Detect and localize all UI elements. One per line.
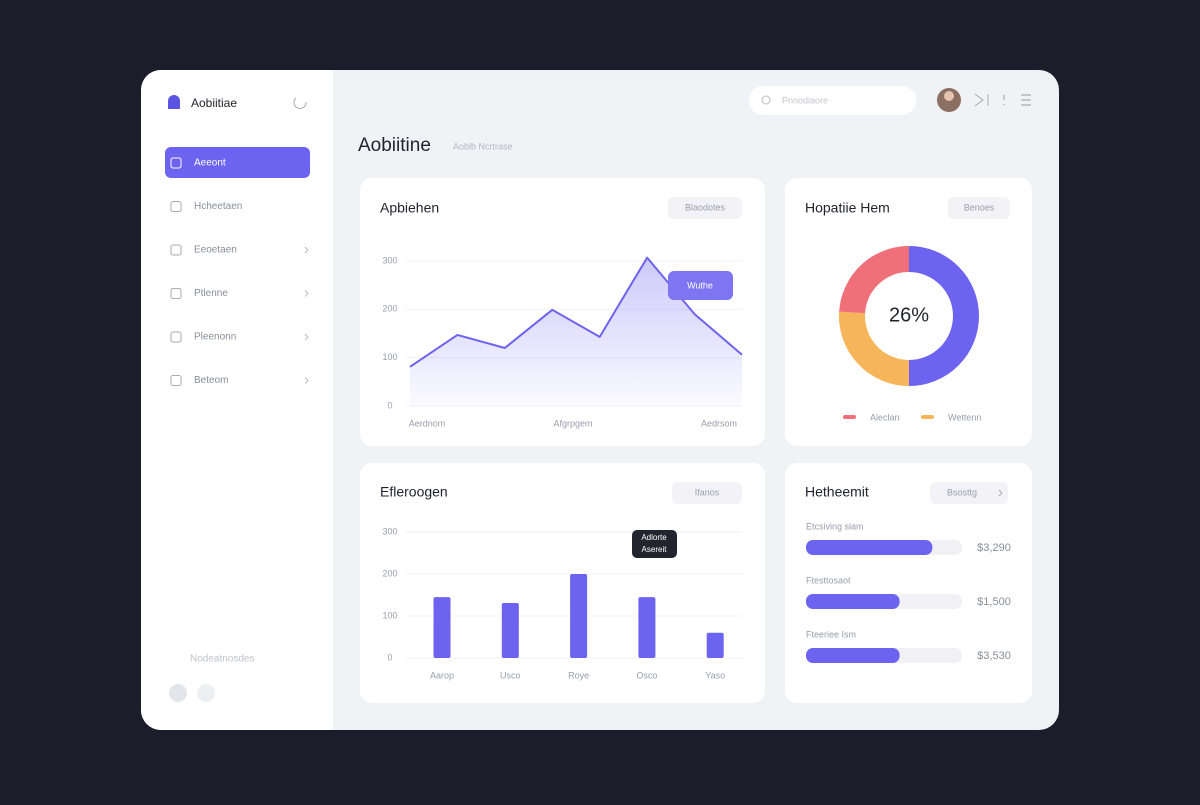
toggle[interactable]	[169, 684, 187, 702]
nav-label[interactable]: Beteom	[194, 375, 228, 386]
nav-icon[interactable]	[170, 244, 182, 256]
y-tick-label: 100	[382, 610, 397, 620]
row-amount: $3,530	[977, 650, 1011, 662]
row-label: Ftesttosaot	[806, 575, 851, 585]
tooltip	[632, 530, 677, 558]
legend-label: Aleclan	[870, 412, 900, 422]
card-title: Apbiehen	[380, 200, 439, 216]
x-tick-label: Aedrsom	[701, 418, 737, 428]
row-label: Etcsiving siam	[806, 521, 864, 531]
area-line	[409, 256, 743, 368]
x-tick-label: Yaso	[705, 670, 725, 680]
area-fill	[410, 257, 742, 406]
y-tick-label: 200	[382, 568, 397, 578]
card	[360, 463, 765, 703]
nav-icon[interactable]	[170, 375, 182, 386]
donut-segment	[839, 311, 910, 386]
y-tick-label: 300	[382, 526, 397, 536]
button[interactable]	[672, 482, 742, 504]
y-tick-label: 0	[387, 652, 392, 662]
chevron	[998, 489, 1003, 497]
donut-segment	[908, 246, 979, 386]
nav-chevron	[304, 290, 309, 297]
tooltip	[668, 271, 733, 300]
search-placeholder[interactable]: Pnnodiaore	[782, 95, 828, 105]
y-tick-label: 0	[387, 400, 392, 410]
x-tick-label: Afgrpgem	[553, 418, 592, 428]
donut-center: 26%	[889, 304, 929, 326]
button[interactable]	[930, 482, 1008, 504]
y-tick-label: 300	[382, 255, 397, 265]
search-box[interactable]	[749, 86, 916, 115]
button-label[interactable]: Blaodotes	[685, 202, 726, 212]
x-tick-label: Roye	[568, 670, 589, 680]
nav-icon[interactable]	[170, 201, 182, 212]
page-title: Aobiitine	[358, 135, 431, 156]
nav-label[interactable]: Eeoetaen	[194, 245, 237, 256]
card-title: Efleroogen	[380, 484, 448, 500]
brand: Aobiitiae	[191, 96, 237, 110]
sidebar-footer: Nodeatnosdes	[190, 654, 255, 665]
nav-icon[interactable]	[170, 157, 182, 169]
sidebar	[141, 70, 333, 730]
row-label: Fteeriee Ism	[806, 629, 856, 639]
x-tick-label: Usco	[500, 670, 521, 680]
collapse-icon[interactable]	[293, 97, 307, 109]
nav-chevron	[304, 333, 309, 341]
row-amount: $1,500	[977, 596, 1011, 608]
menu-icon[interactable]	[1003, 94, 1031, 106]
x-tick-label: Aarop	[430, 670, 454, 680]
x-tick-label: Osco	[636, 670, 657, 680]
progress-fill	[806, 594, 900, 609]
legend-swatch	[921, 415, 934, 419]
nav-label[interactable]: Ptlenne	[194, 288, 228, 299]
button-label[interactable]: Ifanos	[695, 487, 720, 497]
button[interactable]	[668, 197, 742, 219]
progress-fill	[806, 540, 933, 555]
nav-icon[interactable]	[170, 331, 182, 343]
legend-label: Wettenn	[948, 412, 981, 422]
avatar-face	[944, 91, 954, 101]
x-tick-label: Aerdnom	[409, 418, 446, 428]
toggle[interactable]	[197, 684, 215, 702]
icon[interactable]	[974, 93, 989, 107]
donut-segment	[839, 246, 910, 314]
tooltip-label: Wuthe	[687, 280, 713, 290]
y-tick-label: 100	[382, 352, 397, 362]
progress-fill	[806, 648, 900, 663]
search-icon	[761, 95, 771, 105]
tooltip-label: Adlorte	[641, 533, 667, 542]
card	[785, 178, 1032, 446]
nav-chevron	[304, 246, 309, 254]
legend-swatch	[843, 415, 856, 419]
page-subtitle: Aoblb Ncrtrase	[453, 141, 513, 151]
bar	[433, 597, 451, 658]
nav-chevron	[304, 377, 309, 384]
card	[785, 463, 1032, 703]
button[interactable]	[948, 197, 1010, 219]
y-tick-label: 200	[382, 304, 397, 314]
nav-label[interactable]: Aeeont	[194, 158, 226, 169]
bar	[570, 574, 588, 658]
bar	[706, 632, 724, 658]
button-label[interactable]: Bsosttg	[947, 487, 977, 497]
nav-active[interactable]	[165, 147, 310, 178]
nav-label[interactable]: Pleenonn	[194, 332, 236, 343]
card-title: Hetheemit	[805, 484, 869, 500]
button-label[interactable]: Benoes	[964, 202, 995, 212]
nav-label[interactable]: Hcheetaen	[194, 201, 242, 212]
card-title: Hopatiie Hem	[805, 200, 890, 216]
tooltip-label: Asereit	[642, 545, 668, 554]
bar	[638, 597, 656, 658]
brand-logo	[168, 95, 180, 109]
row-amount: $3,290	[977, 542, 1011, 554]
nav-icon[interactable]	[170, 288, 182, 299]
bar	[501, 602, 519, 658]
